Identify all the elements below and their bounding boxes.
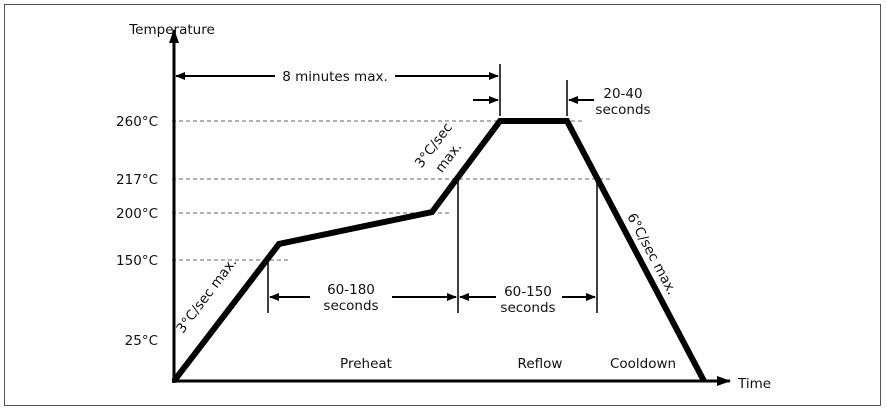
level-260: 260°C: [116, 114, 158, 130]
level-200: 200°C: [116, 206, 158, 222]
phase-reflow: Reflow: [518, 356, 563, 372]
total-time-label: 8 minutes max.: [282, 69, 388, 85]
level-217: 217°C: [116, 172, 158, 188]
level-150: 150°C: [116, 253, 158, 269]
temperature-profile: [171, 118, 707, 383]
frame: [4, 4, 881, 406]
ramp-up-slope-label: 3°C/sec max.: [173, 255, 240, 337]
preheat-time-line1: 60-180: [327, 282, 375, 298]
reflow-time-line1: 60-150: [504, 284, 552, 300]
y-axis-label: Temperature: [128, 22, 215, 38]
x-axis-label: Time: [737, 376, 771, 392]
level-25: 25°C: [125, 333, 158, 349]
phase-cooldown: Cooldown: [610, 356, 676, 372]
reflow-time-line2: seconds: [500, 300, 555, 316]
preheat-time-line2: seconds: [323, 298, 378, 314]
phase-preheat: Preheat: [340, 356, 392, 372]
guide-lines: [172, 120, 610, 261]
peak-time-line1: 20-40: [603, 86, 642, 102]
peak-time-line2: seconds: [595, 102, 650, 118]
